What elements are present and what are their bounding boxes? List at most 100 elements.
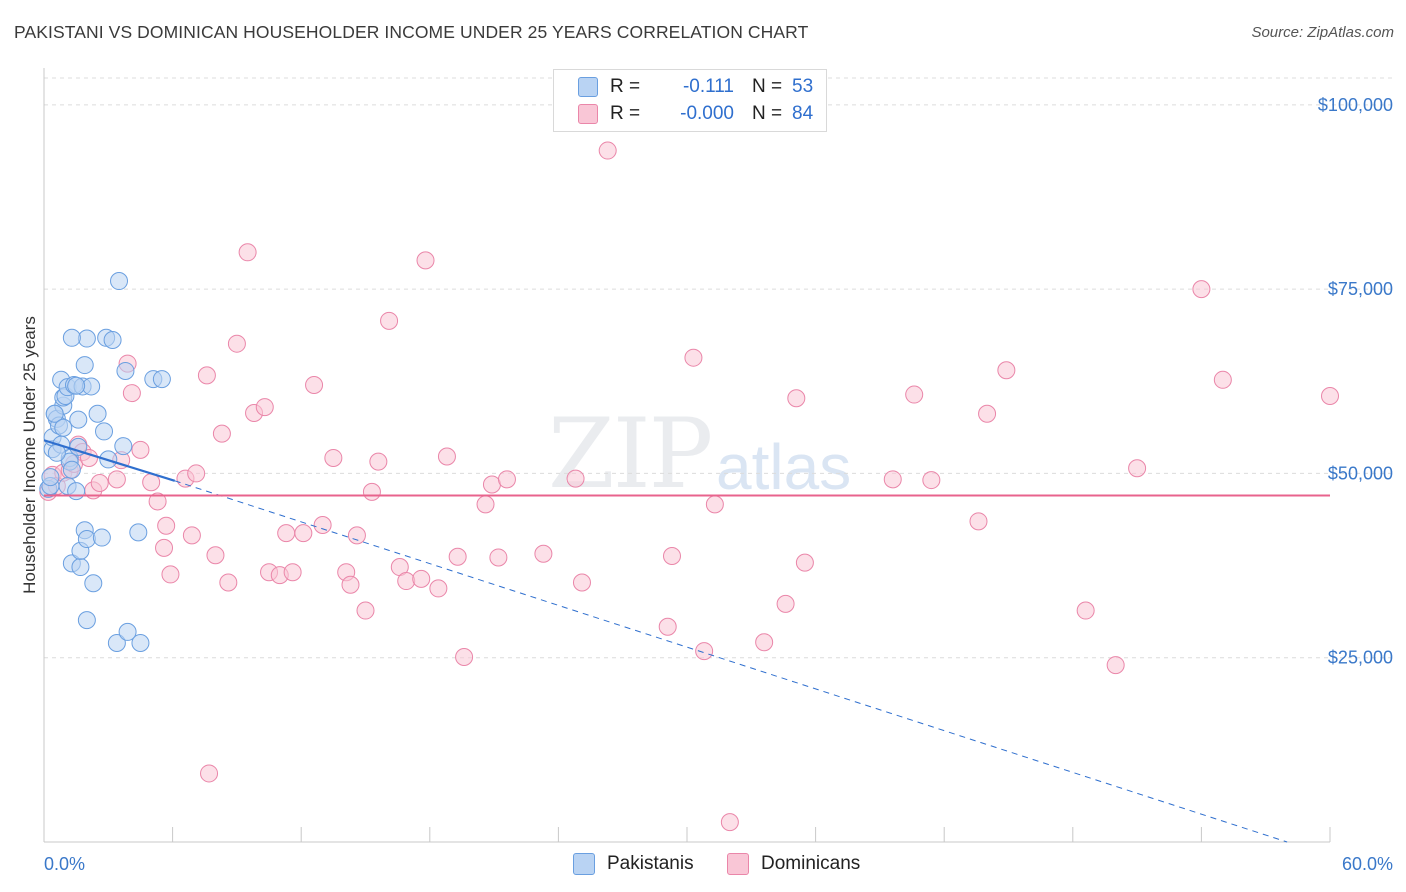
dominican-point xyxy=(157,516,176,535)
pakistani-point xyxy=(114,437,133,456)
dominican-point xyxy=(905,385,924,404)
pakistanis-trend-extension xyxy=(174,480,1288,843)
pakistani-point xyxy=(45,404,64,423)
dominican-point xyxy=(658,617,677,636)
pakistanis-swatch xyxy=(578,77,598,97)
dominican-point xyxy=(313,516,332,535)
legend-r-value: -0.111 xyxy=(682,76,734,97)
dominican-point xyxy=(497,470,516,489)
pakistani-point xyxy=(77,611,96,630)
watermark-zip: ZIP xyxy=(548,398,713,510)
legend-n-label: N = xyxy=(752,76,783,97)
source-label: Source: ZipAtlas.com xyxy=(1251,24,1394,41)
dominican-point xyxy=(283,563,302,582)
dominican-point xyxy=(90,474,109,493)
pakistanis-legend-swatch xyxy=(573,853,595,875)
dominican-point xyxy=(566,469,585,488)
pakistanis-legend-label: Pakistanis xyxy=(607,853,694,874)
dominican-point xyxy=(416,251,435,270)
pakistani-point xyxy=(77,329,96,348)
dominican-point xyxy=(755,633,774,652)
dominican-point xyxy=(227,334,246,353)
watermark-atlas: atlas xyxy=(716,431,852,503)
pakistani-point xyxy=(75,356,94,375)
pakistani-point xyxy=(62,328,81,347)
dominican-point xyxy=(429,579,448,598)
dominican-point xyxy=(122,384,141,403)
dominican-point xyxy=(187,464,206,483)
axes xyxy=(43,68,1331,843)
pakistani-point xyxy=(152,370,171,389)
dominican-point xyxy=(720,813,739,832)
dominican-point xyxy=(482,475,501,494)
chart-title: PAKISTANI VS DOMINICAN HOUSEHOLDER INCOM… xyxy=(14,22,809,42)
pakistani-point xyxy=(131,633,150,652)
dominican-point xyxy=(776,594,795,613)
dominican-point xyxy=(1321,387,1339,406)
y-tick-label: $100,000 xyxy=(1318,95,1393,115)
legend-r-label: R = xyxy=(610,76,641,97)
dominican-point xyxy=(294,524,313,543)
legend-row-dominicans: R = -0.000 N = 84 xyxy=(578,102,813,126)
tick-labels: $25,000 $50,000 $75,000 $100,000 0.0% 60.0% xyxy=(44,95,1393,874)
dominican-point xyxy=(572,573,591,592)
pakistanis-points xyxy=(39,272,171,652)
dominican-point xyxy=(200,764,219,783)
pakistani-point xyxy=(129,523,148,542)
pakistani-point xyxy=(41,468,60,487)
pakistani-point xyxy=(77,530,96,549)
dominican-point xyxy=(305,375,324,394)
dominicans-legend-label: Dominicans xyxy=(761,853,861,874)
dominican-point xyxy=(883,470,902,489)
y-tick-label: $25,000 xyxy=(1328,648,1393,668)
dominican-point xyxy=(1106,656,1125,675)
x-tick-label: 60.0% xyxy=(1342,854,1393,874)
dominican-point xyxy=(212,424,231,443)
legend-r-label: R = xyxy=(610,103,641,124)
dominican-point xyxy=(219,573,238,592)
dominican-point xyxy=(598,141,617,160)
dominican-point xyxy=(155,538,174,557)
pakistani-point xyxy=(88,404,107,423)
legend-n-value: 84 xyxy=(792,103,814,124)
pakistani-point xyxy=(107,633,126,652)
pakistanis-trend-line xyxy=(43,439,176,482)
dominican-point xyxy=(255,398,274,417)
pakistani-point xyxy=(62,460,81,479)
dominican-point xyxy=(662,546,681,565)
dominican-point xyxy=(1076,601,1095,620)
pakistani-point xyxy=(92,528,111,547)
dominican-point xyxy=(356,601,375,620)
dominican-point xyxy=(182,526,201,545)
dominican-point xyxy=(922,471,941,490)
legend-dominicans[interactable]: Dominicans xyxy=(727,852,860,876)
dominican-point xyxy=(206,546,225,565)
dominican-point xyxy=(362,482,381,501)
dominican-point xyxy=(1192,280,1211,299)
legend-row-pakistanis: R = -0.111 N = 53 xyxy=(578,75,813,99)
dominican-point xyxy=(347,526,366,545)
dominican-point xyxy=(684,348,703,367)
dominican-point xyxy=(238,243,257,262)
correlation-legend: R = -0.111 N = 53 R = -0.000 N = 84 xyxy=(553,69,827,132)
pakistani-point xyxy=(71,558,90,577)
pakistani-point xyxy=(110,272,129,291)
pakistani-point xyxy=(67,376,86,395)
legend-pakistanis[interactable]: Pakistanis xyxy=(573,852,694,876)
dominican-point xyxy=(131,440,150,459)
dominican-point xyxy=(705,495,724,514)
pakistani-point xyxy=(67,482,86,501)
dominicans-swatch xyxy=(578,104,598,124)
dominican-point xyxy=(969,512,988,531)
dominican-point xyxy=(161,565,180,584)
dominican-point xyxy=(277,524,296,543)
dominican-point xyxy=(1213,370,1232,389)
pakistani-point xyxy=(54,418,73,437)
dominican-point xyxy=(997,361,1016,380)
pakistani-point xyxy=(103,331,122,350)
y-tick-label: $75,000 xyxy=(1328,279,1393,299)
pakistani-point xyxy=(82,377,101,396)
dominican-point xyxy=(324,448,343,467)
dominican-point xyxy=(437,447,456,466)
dominicans-points xyxy=(39,141,1339,832)
